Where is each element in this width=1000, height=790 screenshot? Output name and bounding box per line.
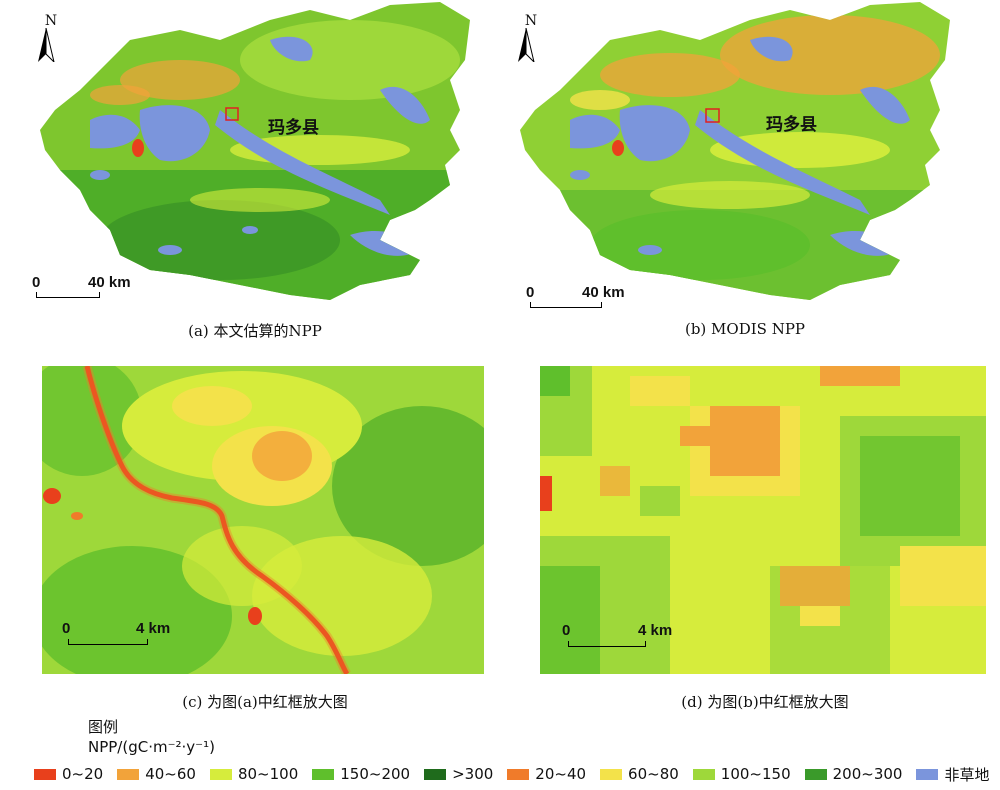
scale-bar-d: 0 4 km [562,622,712,652]
scale-start-a: 0 [32,274,41,291]
legend-label: 100~150 [720,765,791,783]
legend-swatch [916,768,939,780]
legend-item: 200~300 [804,765,903,783]
legend-swatch [117,768,140,780]
caption-b: (b) MODIS NPP [684,320,806,338]
legend-item: 20~40 [507,765,586,783]
scale-bar-c: 0 4 km [62,620,212,650]
legend-swatch [692,768,715,780]
legend-swatch [424,768,447,780]
legend-title: 图例 [88,718,119,736]
river-channel [84,366,350,674]
county-label-b: 玛多县 [766,115,817,135]
legend-label: 150~200 [340,765,411,783]
map-d-raster [540,366,986,674]
legend-swatch [209,768,232,780]
scale-bar-a: 0 40 km [30,274,150,304]
scale-bar-line-c [68,639,148,645]
scale-end-c: 4 km [136,620,171,637]
map-panel-c: 0 4 km [42,366,484,674]
legend-item: 非草地 [916,764,990,785]
legend-swatch [312,768,335,780]
map-panel-a: N 玛多县 0 40 km [20,0,480,310]
legend: 0~20 40~60 80~100 150~200 >300 20~40 60~80 100~… [34,762,1000,786]
red-frame-a [225,107,239,121]
scale-bar-b: 0 40 km [522,284,642,314]
red-frame-b [705,108,720,123]
legend-swatch [34,768,56,780]
scale-end-b: 40 km [582,284,625,301]
legend-label: 非草地 [944,765,990,784]
map-panel-d: 0 4 km [540,366,986,674]
legend-label: 0~20 [62,765,104,783]
map-a-raster [40,2,470,300]
legend-swatch [804,768,827,780]
scale-end-a: 40 km [88,274,131,291]
north-arrow-b: N [516,14,546,62]
map-panel-b: N 玛多县 0 40 km [500,0,970,310]
legend-label: >300 [452,765,494,783]
north-label: N [524,13,538,29]
north-label: N [44,13,58,29]
legend-item: >300 [424,765,493,783]
county-label-a: 玛多县 [268,118,319,138]
scale-end-d: 4 km [638,622,673,639]
scale-start-b: 0 [526,284,535,301]
scale-start-d: 0 [562,622,571,639]
north-arrow-icon [518,28,535,62]
legend-label: 80~100 [237,765,299,783]
scale-bar-line-a [36,292,100,298]
legend-item: 40~60 [117,765,196,783]
map-c-raster [42,366,484,674]
legend-label: 20~40 [535,765,587,783]
caption-d: (d) 为图(b)中红框放大图 [681,693,849,711]
legend-item: 150~200 [312,765,410,783]
legend-item: 0~20 [34,765,103,783]
legend-unit: NPP/(gC·m⁻²·y⁻¹) [88,738,215,756]
legend-label: 40~60 [145,765,196,783]
legend-swatch [600,768,623,780]
legend-label: 200~300 [832,765,903,783]
scale-bar-line-d [568,641,646,647]
scale-start-c: 0 [62,620,71,637]
caption-a: (a) 本文估算的NPP [188,322,322,340]
north-arrow-a: N [36,14,66,62]
legend-swatch [507,768,530,780]
legend-label: 60~80 [628,765,679,783]
legend-item: 80~100 [209,765,299,783]
north-arrow-icon [38,28,55,62]
caption-c: (c) 为图(a)中红框放大图 [182,693,348,711]
map-b-raster [520,2,950,300]
legend-item: 100~150 [692,765,791,783]
scale-bar-line-b [530,302,602,308]
legend-item: 60~80 [600,765,679,783]
